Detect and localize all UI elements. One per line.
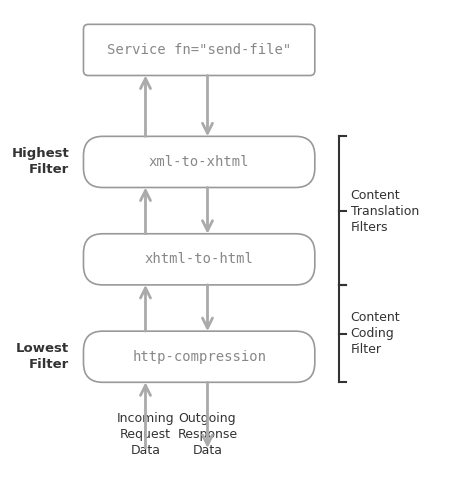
FancyBboxPatch shape	[83, 24, 314, 75]
Text: Outgoing
Response
Data: Outgoing Response Data	[177, 412, 237, 456]
Text: Incoming
Request
Data: Incoming Request Data	[117, 412, 174, 456]
Text: xhtml-to-html: xhtml-to-html	[144, 252, 253, 266]
FancyBboxPatch shape	[83, 331, 314, 382]
Text: http-compression: http-compression	[132, 350, 266, 364]
Text: xml-to-xhtml: xml-to-xhtml	[149, 155, 249, 169]
Text: Highest
Filter: Highest Filter	[11, 147, 69, 176]
FancyBboxPatch shape	[83, 136, 314, 187]
Text: Lowest
Filter: Lowest Filter	[16, 342, 69, 371]
Text: Service fn="send-file": Service fn="send-file"	[107, 43, 291, 57]
Text: Content
Translation
Filters: Content Translation Filters	[350, 189, 418, 234]
Text: Content
Coding
Filter: Content Coding Filter	[350, 311, 399, 356]
FancyBboxPatch shape	[83, 234, 314, 285]
